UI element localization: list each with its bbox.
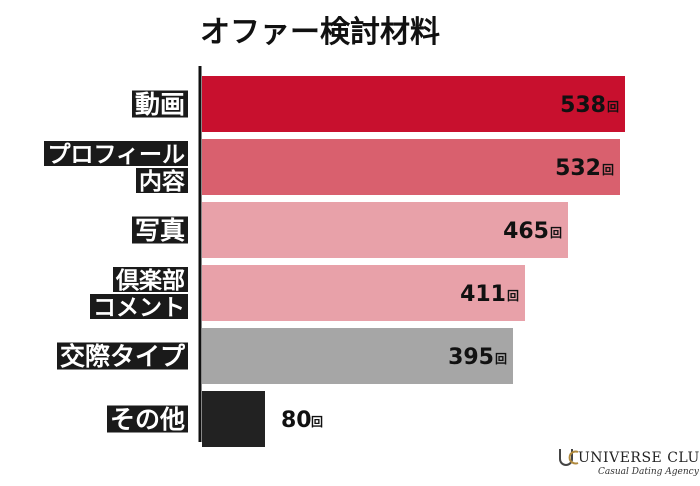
value-label: 532 回: [555, 156, 614, 181]
category-label-text: 内容: [139, 168, 185, 195]
value-label: 465 回: [503, 219, 562, 244]
category-label-bg: [132, 90, 188, 118]
value-number: 411: [460, 282, 506, 307]
chart-title: オファー検討材料: [200, 15, 440, 50]
category-label-text: 動画: [135, 90, 185, 119]
value-label: 395 回: [448, 345, 507, 370]
bar: [202, 76, 625, 132]
value-unit: 回: [311, 415, 323, 429]
category-label-bg: [136, 168, 188, 193]
brand-tagline: Casual Dating Agency: [598, 467, 700, 477]
category-label-bg: [107, 405, 188, 433]
value-label: 538 回: [560, 93, 619, 118]
category-label-bg: [90, 294, 188, 319]
category-label: その他: [107, 405, 188, 434]
value-unit: 回: [607, 100, 619, 114]
value-unit: 回: [602, 163, 614, 177]
category-label-bg: [44, 141, 188, 166]
category-label-text: 倶楽部: [115, 267, 185, 294]
category-label-bg: [113, 267, 188, 292]
bar: [202, 328, 513, 384]
category-label-text: 交際タイプ: [60, 342, 186, 371]
brand-name: UNIVERSE CLUB: [578, 450, 700, 466]
category-label-text: プロフィール: [47, 142, 185, 168]
value-label: 80 回: [281, 408, 323, 433]
value-unit: 回: [507, 289, 519, 303]
value-unit: 回: [495, 352, 507, 366]
value-number: 538: [560, 93, 606, 118]
category-label-text: 写真: [135, 216, 185, 245]
category-label: 交際タイプ: [57, 342, 188, 371]
bar: [202, 265, 525, 321]
value-number: 395: [448, 345, 494, 370]
value-number: 465: [503, 219, 549, 244]
uc-monogram-icon: [559, 449, 579, 466]
category-label-bg: [57, 342, 188, 370]
category-label-text: その他: [110, 405, 185, 434]
bar: [202, 391, 265, 447]
category-label-text: コメント: [93, 295, 185, 321]
bar: [202, 139, 620, 195]
category-label-bg: [132, 216, 188, 244]
value-number: 80: [281, 408, 312, 433]
value-number: 532: [555, 156, 601, 181]
category-label: 動画: [132, 90, 188, 119]
value-label: 411 回: [460, 282, 519, 307]
bar: [202, 202, 568, 258]
value-unit: 回: [550, 226, 562, 240]
brand-logo: UNIVERSE CLUB Casual Dating Agency: [559, 449, 700, 477]
category-label: 写真: [132, 216, 188, 245]
